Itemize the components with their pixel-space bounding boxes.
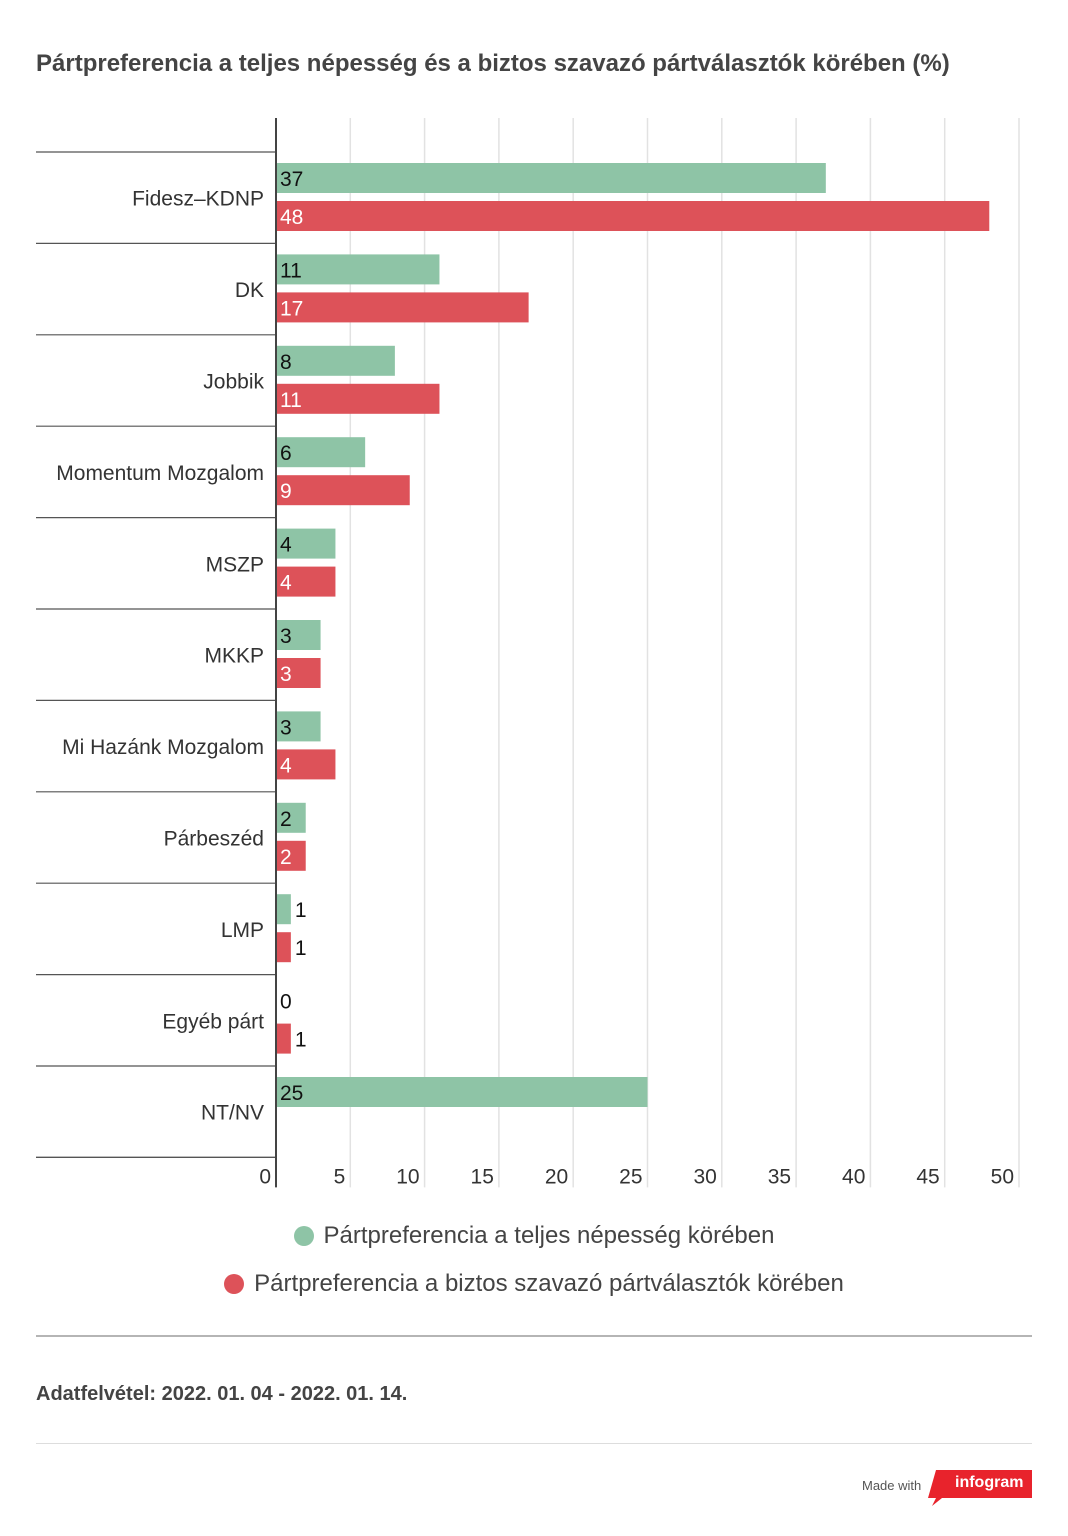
footer-divider-bottom — [36, 1443, 1032, 1444]
made-with-label: Made with — [862, 1478, 922, 1493]
bar — [276, 345, 395, 376]
legend-item-series1[interactable]: Pártpreferencia a teljes népesség körébe… — [0, 1222, 1068, 1253]
bar — [276, 201, 990, 231]
data-label: 17 — [280, 297, 303, 320]
category-label: LMP — [221, 919, 264, 942]
footer-divider — [36, 1335, 1032, 1337]
bar — [276, 566, 336, 597]
data-label: 1 — [295, 899, 307, 922]
data-label: 25 — [280, 1082, 303, 1105]
bar — [276, 528, 336, 559]
x-tick-label: 0 — [259, 1165, 271, 1188]
x-tick-label: 40 — [842, 1165, 865, 1188]
data-collection-note: Adatfelvétel: 2022. 01. 04 - 2022. 01. 1… — [36, 1383, 408, 1405]
data-label: 2 — [280, 846, 292, 869]
data-label: 4 — [280, 534, 292, 557]
infogram-brand-text: infogram — [955, 1474, 1024, 1491]
x-tick-label: 35 — [768, 1165, 791, 1188]
category-label: Mi Hazánk Mozgalom — [62, 736, 264, 759]
data-label: 4 — [280, 572, 292, 595]
category-label: Fidesz–KDNP — [132, 188, 264, 211]
data-label: 11 — [280, 389, 302, 412]
bar — [276, 932, 291, 963]
x-tick-label: 5 — [334, 1165, 346, 1188]
x-tick-label: 10 — [396, 1165, 419, 1188]
data-label: 8 — [280, 351, 292, 374]
legend-item-series2[interactable]: Pártpreferencia a biztos szavazó pártvál… — [0, 1270, 1068, 1301]
category-label: NT/NV — [201, 1102, 264, 1125]
bar — [276, 749, 336, 780]
bar — [276, 894, 291, 925]
bar — [276, 1023, 291, 1054]
bar — [276, 292, 529, 323]
category-label: Momentum Mozgalom — [56, 462, 264, 485]
bar — [276, 475, 410, 506]
bar — [276, 163, 826, 193]
bar — [276, 620, 321, 650]
data-label: 1 — [295, 937, 307, 960]
bar — [276, 658, 321, 688]
data-label: 37 — [280, 168, 303, 191]
data-label: 3 — [280, 716, 292, 739]
x-tick-label: 30 — [693, 1165, 716, 1188]
legend-swatch-series2 — [224, 1274, 245, 1294]
data-label: 4 — [280, 754, 292, 777]
bar — [276, 840, 306, 871]
data-label: 6 — [280, 442, 292, 465]
legend-label-series2: Pártpreferencia a biztos szavazó pártvál… — [254, 1270, 844, 1297]
category-label: MKKP — [204, 645, 264, 668]
data-label: 3 — [280, 663, 292, 686]
category-label: Jobbik — [203, 371, 264, 394]
x-tick-label: 20 — [545, 1165, 568, 1188]
data-label: 1 — [295, 1029, 307, 1052]
infogram-logo[interactable] — [928, 1470, 1032, 1506]
category-label: DK — [235, 279, 264, 302]
bar — [276, 383, 440, 414]
legend-label-series1: Pártpreferencia a teljes népesség körébe… — [323, 1222, 775, 1249]
data-label: 48 — [280, 206, 303, 229]
data-label: 2 — [280, 808, 292, 831]
x-tick-label: 15 — [471, 1165, 494, 1188]
data-label: 11 — [280, 259, 302, 282]
x-tick-label: 25 — [619, 1165, 642, 1188]
bar — [276, 802, 306, 833]
x-tick-label: 50 — [991, 1165, 1014, 1188]
legend-swatch-series1 — [293, 1226, 314, 1246]
x-tick-label: 45 — [916, 1165, 939, 1188]
bar — [276, 1077, 648, 1107]
category-label: MSZP — [206, 553, 264, 576]
bar — [276, 711, 321, 742]
category-label: Párbeszéd — [164, 828, 264, 851]
category-label: Egyéb párt — [162, 1010, 264, 1033]
bar — [276, 437, 366, 468]
data-label: 0 — [280, 991, 292, 1014]
data-label: 3 — [280, 625, 292, 648]
data-label: 9 — [280, 480, 292, 503]
bar — [276, 254, 440, 285]
chart-title: Pártpreferencia a teljes népesség és a b… — [36, 50, 950, 77]
